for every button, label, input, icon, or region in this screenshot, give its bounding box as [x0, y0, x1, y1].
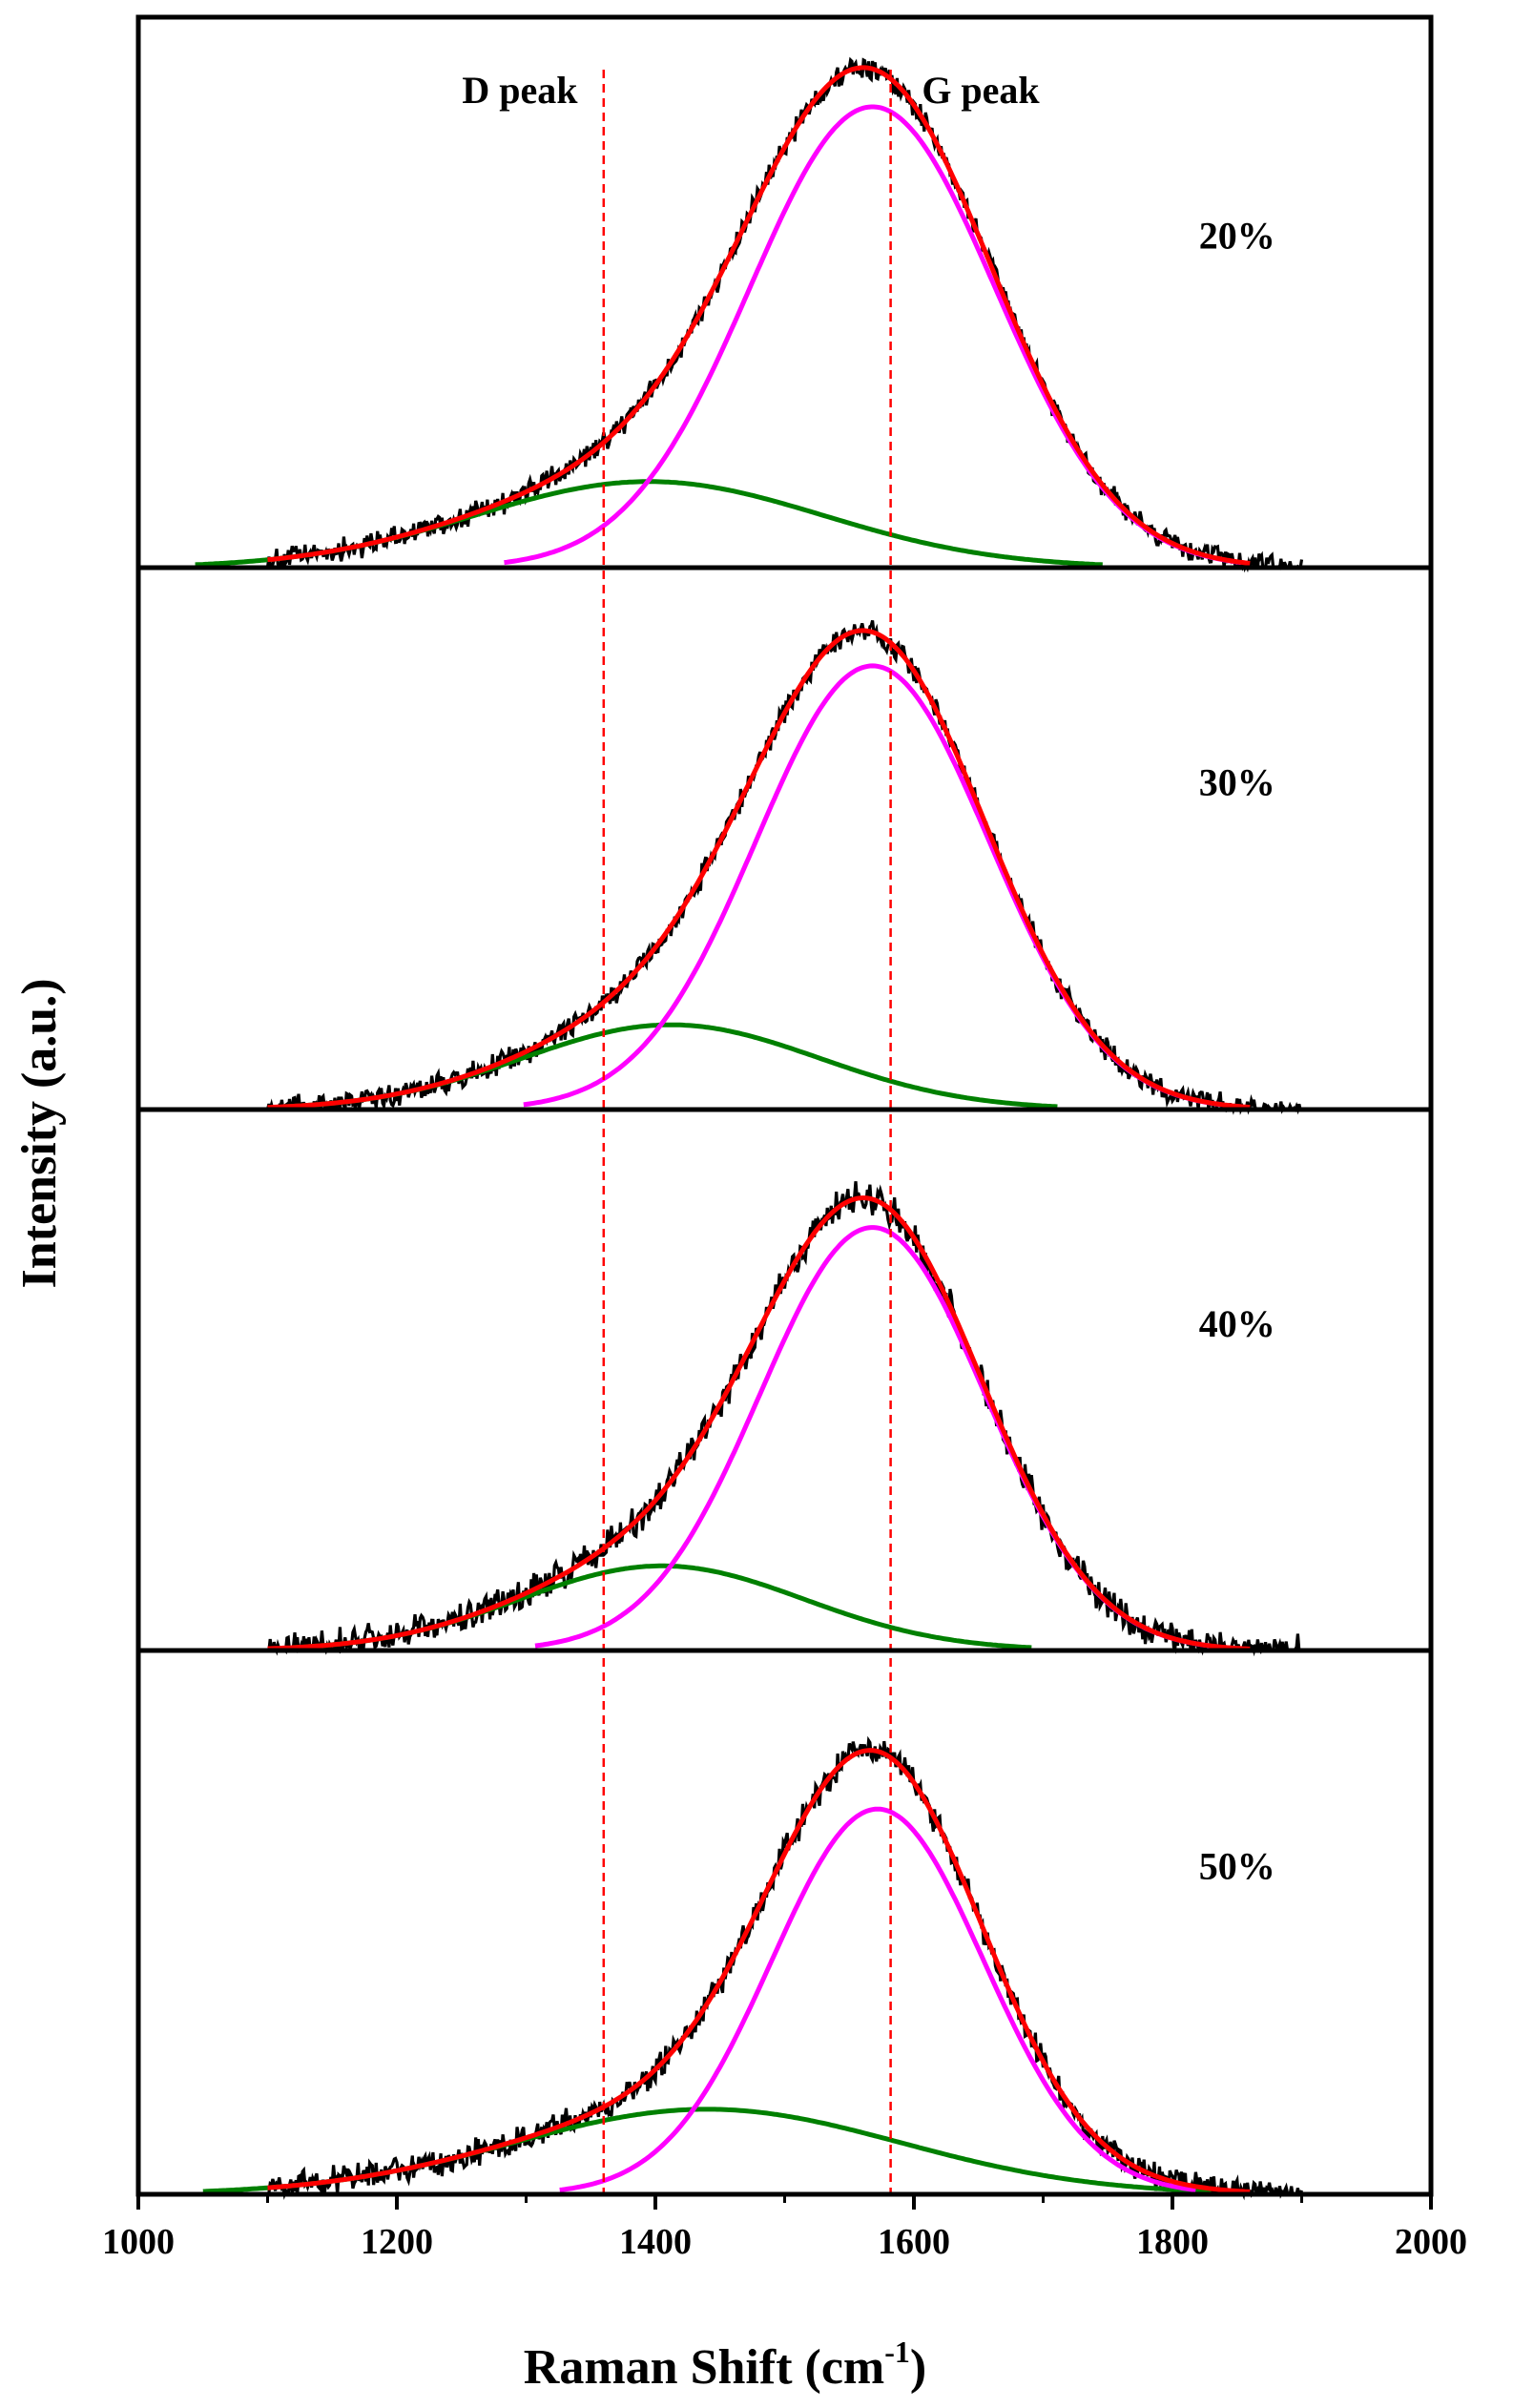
panel-2: 30%: [265, 620, 1302, 1115]
fit-curve-2: [267, 628, 1251, 1111]
g-component-curve-3: [534, 1225, 1211, 1649]
x-tick-label-1600: 1600: [878, 2222, 950, 2262]
d-peak-label: D peak: [462, 69, 578, 112]
x-tick-label-1800: 1800: [1136, 2222, 1209, 2262]
panel-4: 50%: [202, 1735, 1304, 2201]
fit-curve-1: [267, 65, 1251, 566]
g-component-curve-4: [559, 1806, 1196, 2192]
x-tick-label-1400: 1400: [619, 2222, 692, 2262]
reference-lines: [602, 70, 892, 2194]
g-component-curve-1: [504, 104, 1242, 566]
x-axis-label-close: ): [910, 2340, 926, 2395]
raw-spectrum-2: [265, 620, 1302, 1115]
raw-spectrum-1: [265, 56, 1304, 573]
x-tick-label-1000: 1000: [102, 2222, 175, 2262]
x-tick-label-2000: 2000: [1395, 2222, 1467, 2262]
x-axis: 1000 1200 1400 1600 1800 2000: [102, 2194, 1467, 2262]
x-axis-label: Raman Shift (cm-1): [524, 2335, 926, 2395]
fit-curve-4: [267, 1748, 1251, 2194]
y-axis-label: Intensity (a.u.): [12, 978, 67, 1288]
fit-curve-3: [267, 1195, 1251, 1651]
panels-group: 20% 30% 40% 50%: [195, 56, 1304, 2201]
panel-1: 20%: [195, 56, 1304, 573]
raw-spectrum-4: [266, 1735, 1304, 2201]
g-peak-label: G peak: [922, 69, 1040, 112]
panel-label-2: 30%: [1199, 761, 1275, 804]
x-tick-label-1200: 1200: [361, 2222, 433, 2262]
panel-label-4: 50%: [1199, 1844, 1275, 1887]
panel-label-1: 20%: [1199, 214, 1275, 257]
g-component-curve-2: [523, 663, 1222, 1108]
raw-spectrum-3: [267, 1181, 1302, 1657]
panel-label-3: 40%: [1199, 1302, 1275, 1345]
x-axis-label-main: Raman Shift (cm: [524, 2340, 884, 2395]
x-axis-label-sup: -1: [884, 2335, 910, 2369]
panel-3: 40%: [267, 1181, 1302, 1657]
